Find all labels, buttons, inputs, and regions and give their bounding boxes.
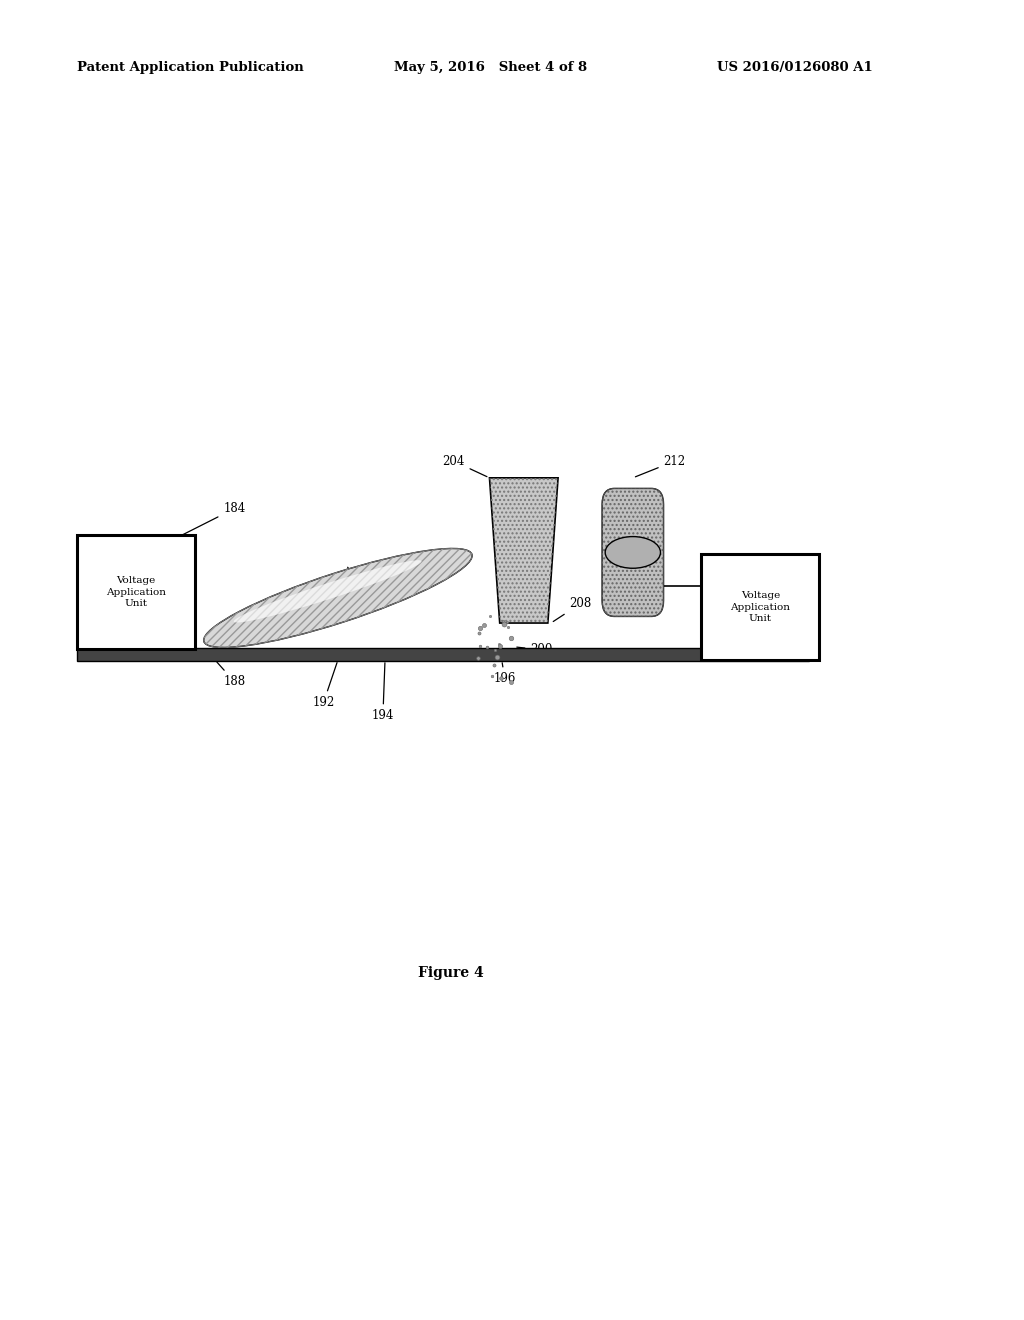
Text: 204: 204	[442, 454, 487, 477]
Text: 208: 208	[553, 597, 592, 622]
Ellipse shape	[605, 536, 660, 569]
Text: May 5, 2016   Sheet 4 of 8: May 5, 2016 Sheet 4 of 8	[394, 61, 588, 74]
Text: Voltage
Application
Unit: Voltage Application Unit	[730, 591, 791, 623]
Bar	[77, 535, 195, 649]
Ellipse shape	[233, 560, 422, 623]
Text: 180: 180	[346, 568, 369, 587]
Text: Patent Application Publication: Patent Application Publication	[77, 61, 303, 74]
Text: 192: 192	[312, 663, 337, 709]
Text: 212: 212	[636, 454, 686, 477]
Text: US 2016/0126080 A1: US 2016/0126080 A1	[717, 61, 872, 74]
Text: Voltage
Application
Unit: Voltage Application Unit	[105, 576, 166, 609]
Bar	[77, 648, 809, 661]
Text: 194: 194	[372, 663, 394, 722]
Text: 196: 196	[494, 663, 516, 685]
Ellipse shape	[204, 548, 472, 648]
Text: 216: 216	[758, 594, 816, 619]
Text: Figure 4: Figure 4	[418, 966, 483, 981]
Text: 200: 200	[517, 643, 553, 656]
Text: 220: 220	[705, 554, 750, 570]
Text: 184: 184	[154, 502, 246, 549]
FancyBboxPatch shape	[602, 488, 664, 616]
Polygon shape	[489, 478, 558, 623]
Text: 188: 188	[217, 663, 246, 688]
Bar	[701, 554, 819, 660]
